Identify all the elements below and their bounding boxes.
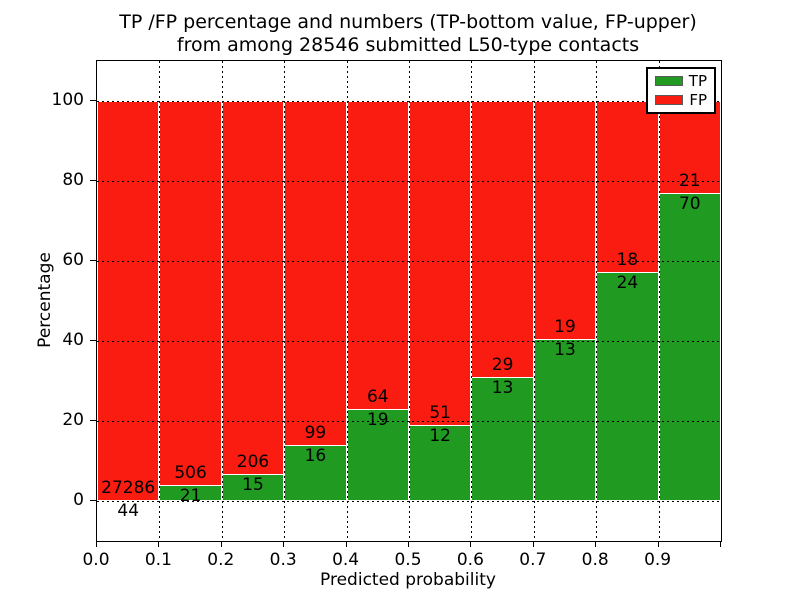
bar-count-label-fp: 206: [236, 451, 270, 472]
bar-count-label-fp: 506: [174, 463, 207, 484]
x-tick-mark: [220, 541, 222, 547]
grid-line-vertical: [533, 61, 535, 541]
bar-segment-tp: [221, 473, 285, 501]
y-tick-label: 20: [62, 410, 84, 430]
chart-title-line2: from among 28546 submitted L50-type cont…: [176, 34, 640, 56]
grid-line-horizontal: [97, 261, 721, 262]
bar-segment-fp: [221, 101, 285, 474]
bar-count-label-fp: 27286: [101, 478, 156, 499]
x-tick-label: 0.1: [144, 550, 172, 570]
grid-line-vertical: [658, 61, 660, 541]
bar-count-label-tp: 44: [117, 501, 140, 522]
bar-segment-fp: [346, 101, 409, 410]
bar-count-label-fp: 51: [429, 402, 451, 423]
x-tick-label: 0.3: [269, 550, 297, 570]
x-tick-label: 0.4: [332, 550, 360, 570]
bar-count-label-tp: 21: [179, 486, 202, 507]
bar-segment-fp: [533, 101, 597, 339]
bar-count-label-fp: 19: [554, 316, 576, 337]
bar-count-label-fp: 64: [366, 387, 389, 408]
bar-count-label-tp: 16: [304, 446, 327, 467]
bar-segment-tp: [596, 272, 659, 501]
tp-legend-label: TP: [688, 72, 707, 90]
chart-title: TP /FP percentage and numbers (TP-bottom…: [96, 11, 720, 57]
bar-segment-fp: [97, 101, 160, 501]
bar-segment-fp: [409, 101, 472, 425]
y-tick-label: 100: [51, 90, 84, 110]
legend: TP FP: [646, 67, 716, 114]
y-tick-mark: [90, 260, 96, 261]
grid-line-horizontal: [97, 421, 721, 422]
bar-count-label-tp: 70: [678, 194, 701, 215]
bar-count-label-fp: 29: [491, 355, 514, 376]
bar-segment-tp: [346, 409, 409, 501]
tp-legend-swatch: [655, 76, 683, 86]
bar-count-label-tp: 12: [429, 425, 451, 446]
x-tick-mark: [532, 541, 534, 547]
x-tick-label: 0.7: [519, 550, 547, 570]
legend-item-fp: FP: [655, 91, 707, 109]
y-tick-label: 0: [73, 490, 84, 510]
x-tick-mark: [158, 541, 160, 547]
grid-line-vertical: [346, 61, 348, 541]
x-tick-mark: [345, 541, 347, 547]
chart-title-line1: TP /FP percentage and numbers (TP-bottom…: [119, 11, 697, 33]
bar-segment-tp: [284, 445, 347, 501]
grid-line-vertical: [596, 61, 598, 541]
bar-segment-tp: [658, 193, 721, 501]
bar-count-label-tp: 19: [366, 410, 389, 431]
bar-count-label-tp: 13: [554, 339, 576, 360]
grid-line-vertical: [471, 61, 473, 541]
y-tick-label: 40: [62, 330, 84, 350]
y-tick-mark: [90, 420, 96, 421]
grid-line-vertical: [221, 61, 223, 541]
bar-count-label-fp: 99: [304, 423, 327, 444]
y-tick-label: 80: [62, 170, 84, 190]
y-tick-mark: [90, 180, 96, 181]
x-axis-label: Predicted probability: [320, 570, 496, 590]
x-tick-mark: [595, 541, 597, 547]
legend-item-tp: TP: [655, 72, 707, 90]
x-tick-mark: [408, 541, 409, 547]
x-tick-label: 0.2: [207, 550, 235, 570]
x-tick-mark: [283, 541, 285, 547]
y-tick-mark: [90, 100, 96, 101]
x-tick-label: 0.6: [456, 550, 484, 570]
x-tick-mark: [657, 541, 659, 547]
bar-segment-fp: [471, 101, 534, 378]
fp-legend-swatch: [655, 95, 683, 105]
bar-segment-fp: [159, 101, 222, 486]
bar-count-label-tp: 13: [491, 378, 514, 399]
x-tick-mark: [720, 541, 721, 547]
x-tick-mark: [96, 541, 97, 547]
bar-segment-tp: [471, 377, 534, 501]
bar-count-label-fp: 18: [616, 250, 639, 271]
grid-line-vertical: [409, 61, 410, 541]
fp-legend-label: FP: [689, 91, 707, 109]
grid-line-horizontal: [97, 181, 721, 182]
bar-count-label-fp: 21: [678, 171, 701, 192]
bar-segment-tp: [409, 424, 472, 501]
plot-area: TP FP 27286 44 506 21 206 15 99 16 64 19 51 12 29 13 1…: [96, 60, 722, 542]
x-tick-label: 0.5: [394, 550, 422, 570]
y-tick-label: 60: [62, 250, 84, 270]
x-tick-label: 0.0: [82, 550, 110, 570]
x-tick-mark: [470, 541, 472, 547]
grid-line-horizontal: [97, 341, 721, 342]
x-tick-label: 0.8: [581, 550, 609, 570]
x-tick-label: 0.9: [644, 550, 672, 570]
bar-segment-fp: [658, 101, 721, 194]
y-tick-mark: [90, 340, 96, 341]
grid-line-vertical: [159, 61, 161, 541]
bar-count-label-tp: 15: [242, 474, 264, 495]
grid-line-horizontal: [97, 101, 721, 102]
bar-count-label-tp: 24: [616, 273, 639, 294]
grid-line-vertical: [284, 61, 286, 541]
grid-line-horizontal: [97, 501, 721, 502]
y-tick-mark: [90, 500, 96, 501]
